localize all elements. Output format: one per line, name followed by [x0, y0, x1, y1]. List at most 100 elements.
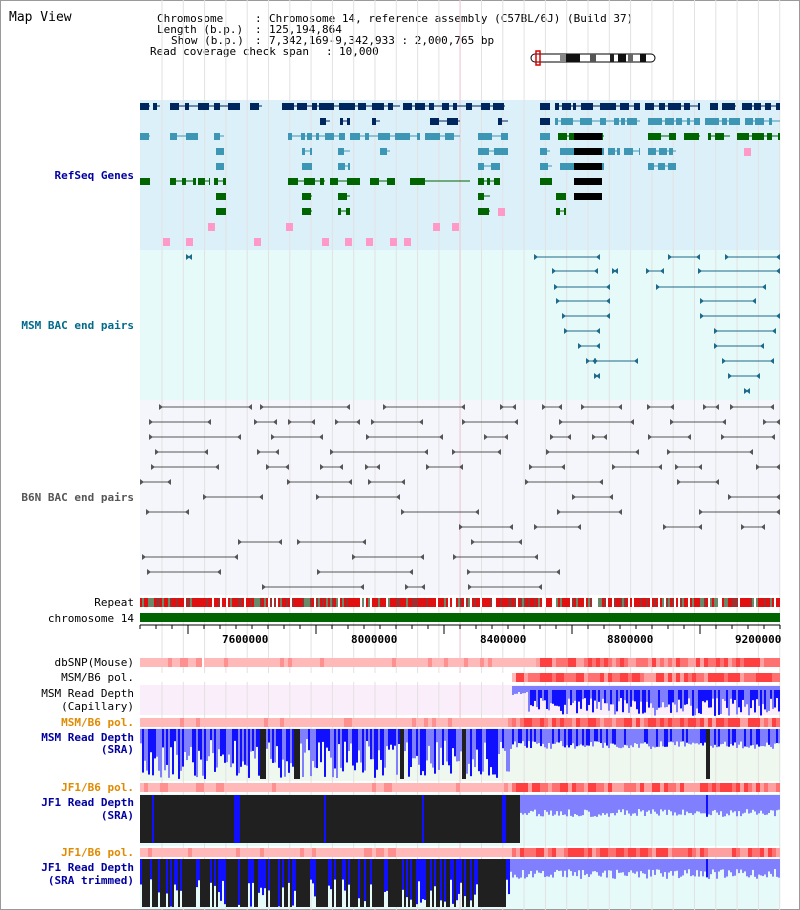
- read-depth-bar: [676, 859, 678, 871]
- read-depth-bar: [386, 795, 388, 843]
- gene-exon: [250, 103, 259, 110]
- repeat-feature: [248, 598, 250, 607]
- read-depth-bar: [456, 729, 458, 762]
- read-depth-bar: [294, 859, 296, 891]
- track-label-msm-b6-pol-1[interactable]: MSM/B6 pol.: [61, 671, 134, 684]
- polymorphism-strip: [232, 783, 236, 792]
- read-depth-bar: [720, 795, 722, 812]
- read-depth-bar: [364, 795, 366, 843]
- polymorphism-strip: [368, 658, 372, 667]
- polymorphism-strip: [728, 658, 732, 667]
- polymorphism-strip: [516, 718, 520, 727]
- polymorphism-strip: [400, 658, 404, 667]
- read-depth-bar: [612, 729, 614, 744]
- read-depth-bar: [482, 859, 484, 907]
- read-depth-bar: [142, 795, 144, 843]
- polymorphism-strip: [432, 783, 436, 792]
- track-label-jf1-depth-sra-1[interactable]: JF1 Read Depth: [41, 796, 134, 809]
- read-depth-bar: [506, 859, 508, 880]
- read-depth-bar: [604, 859, 606, 871]
- gene-exon: [710, 103, 718, 110]
- track-label-b6n-bac[interactable]: B6N BAC end pairs: [21, 491, 134, 504]
- read-depth-bar: [556, 795, 558, 812]
- read-depth-bar: [352, 795, 354, 843]
- read-depth-bar: [572, 729, 574, 744]
- track-label-msm-depth-cap-1[interactable]: MSM Read Depth: [41, 687, 134, 700]
- repeat-feature: [328, 598, 330, 607]
- track-label-msm-bac[interactable]: MSM BAC end pairs: [21, 319, 134, 332]
- read-depth-bar: [342, 729, 344, 772]
- read-depth-bar: [396, 859, 398, 907]
- read-depth-bar: [772, 729, 774, 749]
- polymorphism-strip: [140, 848, 144, 857]
- repeat-feature: [174, 598, 176, 607]
- read-depth-bar: [608, 795, 610, 817]
- track-label-jf1-depth-trim-2: (SRA trimmed): [47, 874, 134, 887]
- read-depth-bar: [368, 729, 370, 747]
- read-depth-bar: [648, 729, 650, 747]
- gene-exon: [170, 178, 176, 185]
- repeat-feature: [284, 598, 286, 607]
- repeat-feature: [352, 598, 354, 607]
- read-depth-bar: [258, 859, 260, 893]
- repeat-feature: [362, 598, 364, 607]
- track-label-jf1-b6-pol-2[interactable]: JF1/B6 pol.: [61, 846, 134, 859]
- read-depth-bar: [372, 795, 374, 843]
- track-label-repeat[interactable]: Repeat: [94, 596, 134, 609]
- repeat-feature: [636, 598, 638, 607]
- track-label-refseq[interactable]: RefSeq Genes: [54, 169, 134, 182]
- polymorphism-strip: [408, 848, 412, 857]
- polymorphism-strip: [212, 848, 216, 857]
- polymorphism-strip: [692, 848, 696, 857]
- polymorphism-strip: [376, 848, 380, 857]
- read-depth-bar: [674, 729, 676, 746]
- read-depth-bar: [774, 686, 776, 708]
- polymorphism-strip: [568, 783, 572, 792]
- read-depth-bar: [592, 729, 594, 747]
- polymorphism-strip: [656, 673, 660, 682]
- read-depth-bar: [424, 795, 426, 843]
- polymorphism-strip: [580, 848, 584, 857]
- track-label-msm-depth-sra-1[interactable]: MSM Read Depth: [41, 731, 134, 744]
- polymorphism-strip: [488, 848, 492, 857]
- repeat-feature: [710, 598, 712, 607]
- read-depth-bar: [216, 795, 218, 843]
- polymorphism-strip: [388, 783, 392, 792]
- track-label-jf1-depth-trim-1[interactable]: JF1 Read Depth: [41, 861, 134, 874]
- repeat-feature: [182, 598, 184, 607]
- bac-end-marker: [700, 313, 704, 319]
- gene-exon: [627, 118, 637, 125]
- read-depth-bar: [392, 795, 394, 843]
- read-depth-bar: [146, 859, 148, 907]
- gene-exon: [478, 133, 492, 140]
- track-label-jf1-b6-pol-1[interactable]: JF1/B6 pol.: [61, 781, 134, 794]
- read-depth-bar: [698, 686, 700, 714]
- read-depth-bar: [628, 859, 630, 873]
- read-depth-bar: [296, 859, 298, 907]
- bac-end-marker: [188, 254, 192, 260]
- gene-exon: [282, 103, 294, 110]
- track-label-msm-depth-sra-2: (SRA): [100, 743, 134, 756]
- read-depth-bar: [708, 729, 710, 779]
- polymorphism-strip: [700, 658, 704, 667]
- read-depth-bar: [510, 729, 512, 749]
- polymorphism-strip: [660, 783, 664, 792]
- bac-end-marker: [634, 358, 638, 364]
- bac-end-marker: [698, 268, 702, 274]
- polymorphism-strip: [600, 673, 604, 682]
- track-label-dbsnp[interactable]: dbSNP(Mouse): [54, 656, 134, 669]
- polymorphism-strip: [628, 848, 632, 857]
- polymorphism-strip: [160, 848, 164, 857]
- gene-exon: [708, 133, 711, 140]
- track-label-msm-b6-pol-2[interactable]: MSM/B6 pol.: [61, 716, 134, 729]
- bac-end-marker: [550, 434, 554, 440]
- polymorphism-strip: [724, 673, 728, 682]
- read-depth-bar: [746, 795, 748, 810]
- polymorphism-strip: [520, 783, 524, 792]
- read-depth-bar: [618, 859, 620, 873]
- read-depth-bar: [404, 729, 406, 752]
- repeat-feature: [676, 598, 678, 607]
- repeat-feature: [506, 598, 508, 607]
- bac-end-marker: [554, 284, 558, 290]
